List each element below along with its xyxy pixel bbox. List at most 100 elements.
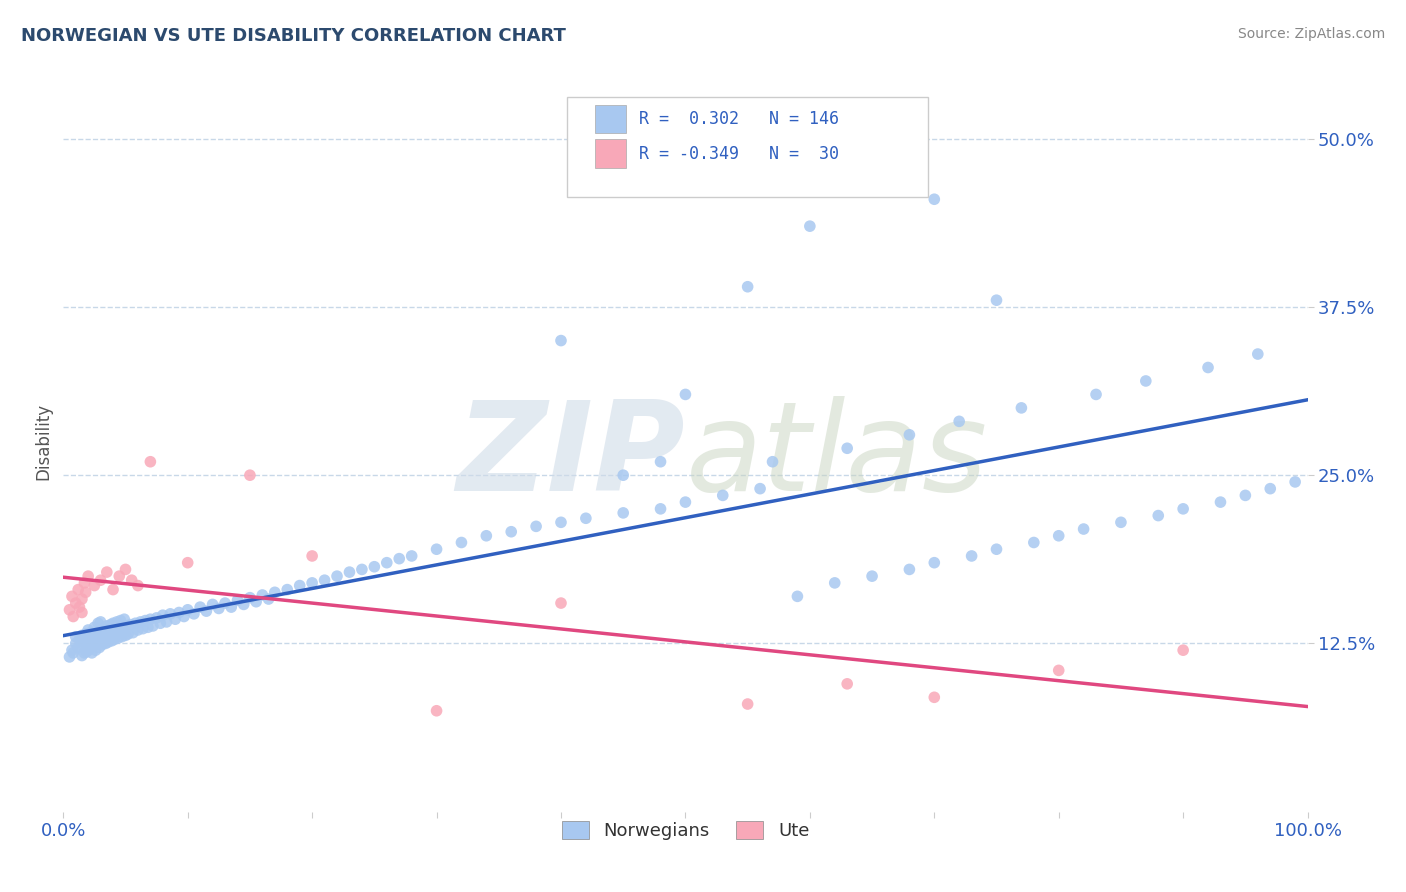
Point xyxy=(201,598,224,612)
Point xyxy=(1022,535,1045,549)
Point xyxy=(96,628,118,642)
Point xyxy=(188,600,211,615)
Point xyxy=(79,641,101,656)
Point xyxy=(65,596,87,610)
Point xyxy=(1010,401,1032,415)
Point xyxy=(101,625,124,640)
Point xyxy=(1173,643,1195,657)
Point xyxy=(924,556,946,570)
Point xyxy=(737,279,759,293)
Point xyxy=(139,612,162,626)
Point xyxy=(245,595,267,609)
Point xyxy=(388,551,411,566)
Point xyxy=(1109,516,1132,530)
Point xyxy=(91,630,114,644)
Point xyxy=(82,638,104,652)
Point xyxy=(83,578,105,592)
Point xyxy=(70,592,93,607)
Point xyxy=(986,293,1008,308)
Point xyxy=(110,614,132,628)
Point xyxy=(924,690,946,705)
Text: R = -0.349   N =  30: R = -0.349 N = 30 xyxy=(640,145,839,162)
Point xyxy=(550,334,572,348)
Point xyxy=(145,611,167,625)
Point xyxy=(948,414,970,428)
Point xyxy=(183,607,205,621)
Point xyxy=(114,562,136,576)
Point xyxy=(401,549,423,563)
Point xyxy=(107,631,129,645)
Point xyxy=(149,616,172,631)
Point xyxy=(177,603,200,617)
Point xyxy=(214,596,236,610)
Point xyxy=(675,495,697,509)
Point xyxy=(1085,387,1108,401)
Point xyxy=(375,556,398,570)
Point xyxy=(1173,501,1195,516)
Point xyxy=(159,607,181,621)
Point xyxy=(60,643,83,657)
Point xyxy=(339,565,361,579)
Point xyxy=(70,639,93,653)
Point xyxy=(101,616,124,631)
Point xyxy=(70,648,93,663)
Point xyxy=(1147,508,1170,523)
Point xyxy=(475,529,498,543)
Point xyxy=(89,640,111,655)
Point xyxy=(111,622,134,636)
Point xyxy=(84,643,107,657)
Point xyxy=(136,620,159,634)
Point xyxy=(58,603,80,617)
Point xyxy=(1209,495,1232,509)
Point xyxy=(129,615,152,629)
Text: ZIP: ZIP xyxy=(457,396,686,516)
Point xyxy=(426,542,449,557)
Point xyxy=(501,524,523,539)
Point xyxy=(219,600,242,615)
Point xyxy=(155,615,177,629)
Point xyxy=(105,615,128,629)
Point xyxy=(165,612,187,626)
Point xyxy=(650,455,672,469)
Point xyxy=(120,617,142,632)
Point xyxy=(799,219,821,234)
Point xyxy=(575,511,598,525)
Point xyxy=(898,562,921,576)
Point xyxy=(761,455,783,469)
Point xyxy=(239,468,262,483)
Point xyxy=(1247,347,1270,361)
FancyBboxPatch shape xyxy=(567,97,928,197)
Point xyxy=(65,636,87,650)
Point xyxy=(70,628,93,642)
Point xyxy=(60,590,83,604)
Point xyxy=(326,569,349,583)
Point xyxy=(173,609,195,624)
Legend: Norwegians, Ute: Norwegians, Ute xyxy=(554,814,817,847)
Point xyxy=(127,623,149,637)
Point xyxy=(550,596,572,610)
Point xyxy=(350,562,373,576)
Point xyxy=(195,604,218,618)
Point xyxy=(77,632,100,647)
Point xyxy=(749,482,772,496)
Point xyxy=(96,619,118,633)
Point xyxy=(86,633,108,648)
Point xyxy=(1197,360,1219,375)
Point xyxy=(77,638,100,652)
Point xyxy=(96,565,118,579)
Point xyxy=(94,636,117,650)
Point xyxy=(550,516,572,530)
Point xyxy=(142,619,165,633)
Point xyxy=(90,573,112,587)
Point xyxy=(1047,664,1070,678)
Point xyxy=(93,622,115,636)
Point xyxy=(898,427,921,442)
Y-axis label: Disability: Disability xyxy=(34,403,52,480)
Point xyxy=(167,606,190,620)
Point xyxy=(252,588,274,602)
Text: Source: ZipAtlas.com: Source: ZipAtlas.com xyxy=(1237,27,1385,41)
Point xyxy=(1047,529,1070,543)
Point xyxy=(363,559,385,574)
Point xyxy=(239,591,262,605)
Point xyxy=(824,575,846,590)
